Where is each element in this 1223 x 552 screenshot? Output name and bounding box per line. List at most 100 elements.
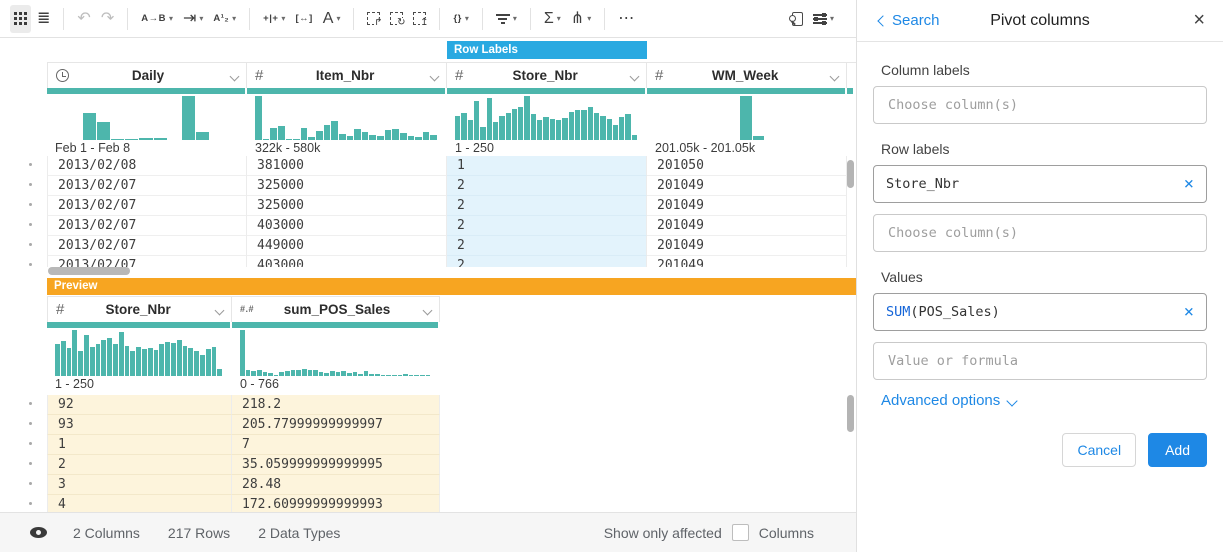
column-header-WM_Week[interactable]: # WM_Week xyxy=(647,62,847,88)
histogram[interactable] xyxy=(455,96,638,140)
undo-icon[interactable]: ↶ xyxy=(73,5,94,33)
data-quality-bar[interactable] xyxy=(47,88,245,94)
column-header-Store_Nbr[interactable]: # Store_Nbr xyxy=(447,62,647,88)
remove-value-icon[interactable]: × xyxy=(1183,301,1194,322)
data-cell[interactable]: 3 xyxy=(47,475,232,495)
data-quality-bar[interactable] xyxy=(47,322,230,328)
data-cell[interactable]: 35.059999999999995 xyxy=(232,455,440,475)
data-cell[interactable]: 325000 xyxy=(247,196,447,216)
histogram[interactable] xyxy=(55,330,223,376)
close-icon[interactable]: × xyxy=(1193,9,1205,31)
row-labels-input[interactable] xyxy=(873,214,1207,252)
data-cell[interactable]: 2013/02/08 xyxy=(47,156,247,176)
grid-view-icon[interactable] xyxy=(10,4,31,33)
data-cell[interactable]: 381000 xyxy=(247,156,447,176)
column-header-Store_Nbr[interactable]: # Store_Nbr xyxy=(47,296,232,322)
column-labels-input[interactable] xyxy=(873,86,1207,124)
data-cell[interactable]: 201050 xyxy=(647,156,847,176)
data-quality-bar[interactable] xyxy=(232,322,438,328)
extract-icon[interactable]: ⇥ ▾ xyxy=(179,5,207,33)
row-labels-chip[interactable]: Store_Nbr × xyxy=(873,165,1207,203)
column-header-sum_POS_Sales[interactable]: #.# sum_POS_Sales xyxy=(232,296,440,322)
data-cell[interactable]: 1 xyxy=(47,435,232,455)
data-cell[interactable]: 92 xyxy=(47,395,232,415)
data-cell[interactable]: 2 xyxy=(447,176,647,196)
chevron-down-icon[interactable] xyxy=(214,305,225,315)
values-field[interactable] xyxy=(886,352,1194,370)
back-to-search-link[interactable]: Search xyxy=(877,12,940,29)
chevron-down-icon[interactable] xyxy=(229,71,240,81)
histogram[interactable] xyxy=(240,330,431,376)
data-cell[interactable]: 28.48 xyxy=(232,475,440,495)
vertical-scrollbar-thumb-preview[interactable] xyxy=(847,395,854,432)
column-header-Item_Nbr[interactable]: # Item_Nbr xyxy=(247,62,447,88)
data-quality-bar[interactable] xyxy=(447,88,645,94)
data-cell[interactable]: 1 xyxy=(447,156,647,176)
column-menu[interactable] xyxy=(214,301,225,319)
values-input[interactable] xyxy=(873,342,1207,380)
data-cell[interactable]: 2013/02/07 xyxy=(47,256,247,267)
adjustments-icon[interactable]: ▾ xyxy=(809,5,838,33)
chevron-down-icon[interactable] xyxy=(422,305,433,315)
data-quality-bar[interactable] xyxy=(247,88,445,94)
aggregate-sigma-icon[interactable]: Σ ▾ xyxy=(540,5,565,33)
column-menu[interactable] xyxy=(629,67,640,85)
column-menu[interactable] xyxy=(422,301,433,319)
data-cell[interactable]: 2013/02/07 xyxy=(47,196,247,216)
vertical-scrollbar-thumb-top[interactable] xyxy=(847,160,854,188)
recipe-search-icon[interactable] xyxy=(788,5,807,33)
cancel-button[interactable]: Cancel xyxy=(1062,433,1137,467)
format-text-icon[interactable]: A ▾ xyxy=(319,5,345,33)
histogram[interactable] xyxy=(255,96,437,140)
histogram[interactable] xyxy=(655,96,837,140)
data-cell[interactable]: 201049 xyxy=(647,216,847,236)
chevron-down-icon[interactable] xyxy=(629,71,640,81)
chevron-down-icon[interactable] xyxy=(829,71,840,81)
data-cell[interactable]: 2 xyxy=(447,236,647,256)
column-menu[interactable] xyxy=(829,67,840,85)
data-cell[interactable]: 325000 xyxy=(247,176,447,196)
data-cell[interactable]: 201049 xyxy=(647,196,847,216)
pivot-icon[interactable] xyxy=(386,5,407,33)
data-quality-bar[interactable] xyxy=(647,88,845,94)
values-chip[interactable]: SUM(POS_Sales) × xyxy=(873,293,1207,331)
braces-functions-icon[interactable]: {} ▾ xyxy=(449,5,472,33)
chevron-down-icon[interactable] xyxy=(429,71,440,81)
column-menu[interactable] xyxy=(429,67,440,85)
add-button[interactable]: Add xyxy=(1148,433,1207,467)
data-cell[interactable]: 218.2 xyxy=(232,395,440,415)
column-menu[interactable] xyxy=(229,67,240,85)
show-only-affected-checkbox[interactable] xyxy=(731,524,749,541)
data-cell[interactable]: 2 xyxy=(447,196,647,216)
data-cell[interactable]: 201049 xyxy=(647,236,847,256)
data-cell[interactable]: 403000 xyxy=(247,216,447,236)
more-icon[interactable]: ⋯ xyxy=(614,5,638,33)
visibility-toggle[interactable] xyxy=(30,525,47,541)
replace-values-icon[interactable]: A→B ▾ xyxy=(137,5,177,33)
data-cell[interactable]: 205.77999999999997 xyxy=(232,415,440,435)
data-cell[interactable]: 403000 xyxy=(247,256,447,267)
filter-icon[interactable]: ▾ xyxy=(492,5,521,33)
column-header-Daily[interactable]: Daily xyxy=(47,62,247,88)
advanced-options-link[interactable]: Advanced options xyxy=(881,392,1207,409)
data-cell[interactable]: 201049 xyxy=(647,256,847,267)
merge-columns-icon[interactable]: [↔] xyxy=(291,5,316,33)
data-cell[interactable]: 449000 xyxy=(247,236,447,256)
row-labels-field[interactable] xyxy=(886,224,1194,242)
data-cell[interactable]: 7 xyxy=(232,435,440,455)
data-cell[interactable]: 2 xyxy=(447,216,647,236)
data-cell[interactable]: 201049 xyxy=(647,176,847,196)
histogram[interactable] xyxy=(55,96,237,140)
data-cell[interactable]: 2013/02/07 xyxy=(47,176,247,196)
data-quality-bar[interactable] xyxy=(847,88,853,94)
data-cell[interactable]: 2 xyxy=(47,455,232,475)
data-cell[interactable]: 2013/02/07 xyxy=(47,216,247,236)
unpivot-icon[interactable] xyxy=(363,5,384,33)
redo-icon[interactable]: ↷ xyxy=(97,5,118,33)
remove-row-label-icon[interactable]: × xyxy=(1183,173,1194,194)
data-cell[interactable]: 93 xyxy=(47,415,232,435)
data-cell[interactable]: 2 xyxy=(447,256,647,267)
data-cell[interactable]: 172.60999999999993 xyxy=(232,495,440,515)
transpose-icon[interactable] xyxy=(409,5,430,33)
join-icon[interactable]: ⋔ ▾ xyxy=(567,5,595,33)
